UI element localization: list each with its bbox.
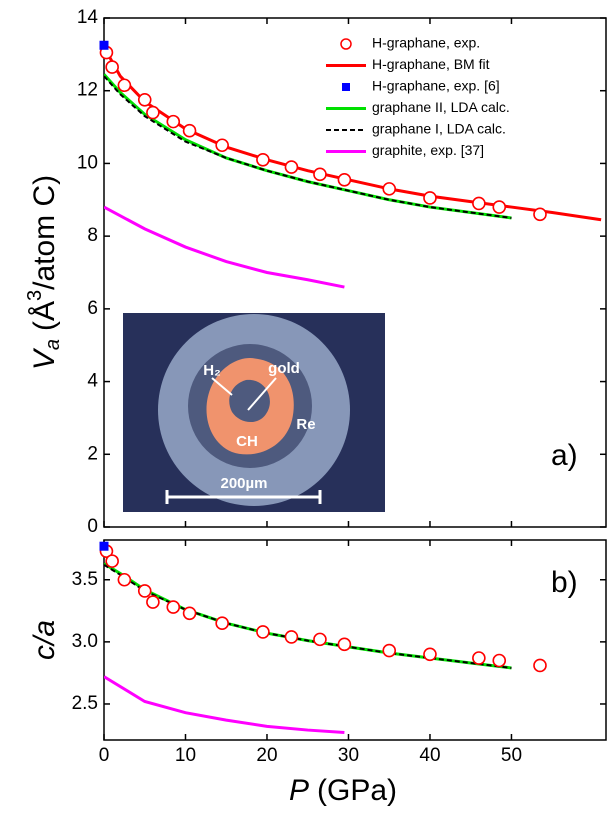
y-tick-label: 6 [87,298,98,319]
legend-label: H-graphane, exp. [6] [372,78,500,94]
series-line [104,675,345,735]
data-point [313,167,327,182]
series-line [104,563,512,669]
legend-swatch [342,83,350,91]
data-point [492,653,507,668]
inset-label: Re [296,416,315,433]
legend-label: graphane I, LDA calc. [372,121,506,137]
data-point [423,191,437,205]
inset-label: H₂ [203,362,221,379]
data-point [256,625,270,639]
plot-area [104,46,602,289]
panel-label: a) [551,439,578,472]
data-point [382,643,397,658]
x-tick-label: 20 [256,745,277,766]
inset-label: CH [236,433,258,450]
y-label-part: (Å [28,301,61,331]
x-tick-label: 50 [501,745,522,766]
series-line [104,75,512,219]
data-point [166,114,181,129]
y-tick-label: 0 [87,516,98,537]
data-point [182,123,197,138]
series-line [104,205,345,289]
x-tick-label: 40 [419,745,440,766]
x-axis-label: P (GPa) [289,774,397,807]
y-tick-label: 10 [77,152,98,173]
x-tick-label: 10 [175,745,196,766]
x-tick-label: 30 [338,745,359,766]
plot-area [104,562,512,735]
y-tick-label: 14 [77,7,99,28]
data-point [256,152,270,167]
plot-frame [103,17,607,528]
data-point [472,196,486,211]
data-point [166,600,181,614]
data-point [105,554,119,568]
y-tick-label: 8 [87,225,98,246]
series-line [104,46,602,222]
y-label-part: 3 [24,290,46,301]
inset-label: gold [268,360,300,377]
data-point [337,637,352,652]
data-point [99,541,109,551]
data-point [117,78,132,93]
y-tick-label: 3.5 [72,569,98,590]
data-point [337,172,352,187]
y-tick-label: 12 [77,80,98,101]
data-point [492,200,507,214]
y-axis-label: c/a [28,620,61,660]
x-label-part: P [289,774,309,807]
series-line [104,562,512,670]
data-point [137,93,152,107]
data-point [105,60,119,74]
inset-photo: H₂ gold CH Re 200µm [123,313,385,512]
y-tick-label: 4 [87,371,98,392]
data-point [284,160,299,174]
data-point [382,182,397,196]
y-tick-label: 2 [87,443,98,464]
data-point [146,595,160,609]
data-point [146,105,160,120]
data-point [313,632,327,647]
y-label-part: V [28,347,61,370]
plot-frame [103,539,607,741]
data-point [117,572,132,587]
x-tick-label: 0 [99,745,110,766]
y-label-part: a [42,339,64,350]
data-point [99,40,109,50]
legend-label: graphane II, LDA calc. [372,99,510,115]
data-point [472,651,486,665]
data-point [284,630,299,644]
legend-label: graphite, exp. [37] [372,142,484,158]
data-point [182,606,197,621]
data-point [533,658,547,673]
legend-label: H-graphane, BM fit [372,56,490,72]
data-point [215,616,229,631]
data-point [533,207,547,222]
y-tick-label: 2.5 [72,693,98,714]
data-point [137,584,152,598]
pointer-h2 [211,377,233,396]
panel-label: b) [551,566,578,599]
data-point [423,647,437,662]
x-label-part: (GPa) [317,774,397,807]
y-tick-label: 3.0 [72,631,98,652]
data-point [215,138,229,153]
y-label-part: /atom C) [28,175,61,290]
legend-label: H-graphane, exp. [372,35,480,51]
legend-swatch [340,38,352,50]
y-axis-label: Va (Å3/atom C) [24,175,64,370]
inset-label: 200µm [220,475,267,492]
pointer-gold [247,377,277,411]
